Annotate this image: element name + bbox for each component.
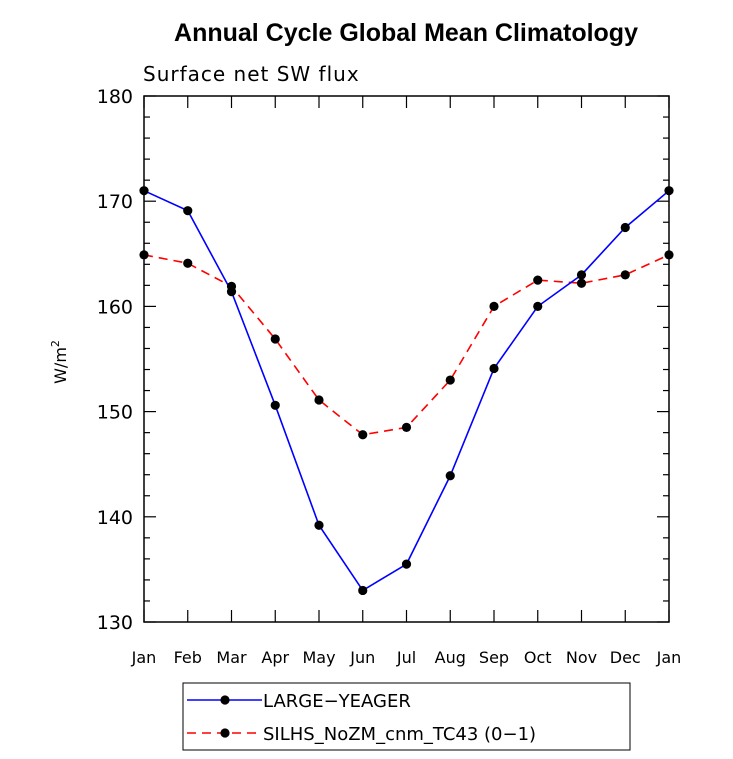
data-point-series-1 bbox=[139, 186, 149, 196]
x-tick-label: Mar bbox=[216, 648, 247, 667]
legend-marker-1 bbox=[220, 695, 230, 705]
x-tick-label: Jul bbox=[396, 648, 416, 667]
x-tick-label: Aug bbox=[435, 648, 466, 667]
y-tick-label: 160 bbox=[97, 296, 133, 318]
data-point-series-2 bbox=[620, 270, 630, 280]
data-point-series-2 bbox=[489, 301, 499, 311]
data-point-series-2 bbox=[445, 375, 455, 385]
x-tick-label: Dec bbox=[610, 648, 641, 667]
x-tick-label: Sep bbox=[479, 648, 509, 667]
x-tick-label: May bbox=[302, 648, 335, 667]
y-tick-label: 170 bbox=[97, 191, 133, 213]
data-point-series-2 bbox=[401, 422, 412, 432]
data-point-series-2 bbox=[576, 278, 587, 288]
series-layer bbox=[139, 186, 674, 596]
data-point-series-1 bbox=[620, 222, 630, 233]
data-point-series-2 bbox=[183, 258, 193, 268]
data-point-series-1 bbox=[489, 363, 499, 374]
chart-subtitle: Surface net SW flux bbox=[143, 62, 360, 86]
data-point-series-1 bbox=[533, 301, 543, 311]
data-point-series-1 bbox=[401, 559, 412, 569]
y-tick-label: 140 bbox=[97, 507, 133, 529]
y-axis-label: W/m2 bbox=[49, 340, 70, 384]
data-point-series-1 bbox=[226, 287, 237, 297]
y-axis: 130 140 150 160 170 180 bbox=[97, 86, 669, 634]
data-point-series-2 bbox=[358, 430, 368, 440]
x-tick-label: Nov bbox=[566, 648, 597, 667]
data-point-series-2 bbox=[664, 250, 674, 260]
x-axis: Jan Feb Mar Apr May Jun Jul Aug Sep Oct Nov Dec Jan bbox=[131, 96, 682, 667]
x-tick-label: Apr bbox=[261, 648, 289, 667]
y-tick-label: 180 bbox=[97, 86, 133, 108]
chart-title: Annual Cycle Global Mean Climatology bbox=[174, 19, 638, 47]
data-point-series-1 bbox=[358, 585, 368, 596]
plot-frame bbox=[143, 95, 670, 623]
x-tick-label: Oct bbox=[524, 648, 552, 667]
data-point-series-2 bbox=[533, 275, 543, 285]
legend-box bbox=[182, 682, 631, 751]
x-tick-label: Jan bbox=[656, 648, 682, 667]
x-tick-label: Feb bbox=[174, 648, 202, 667]
y-axis-label-superscript: 2 bbox=[49, 340, 62, 347]
data-point-series-2 bbox=[270, 334, 280, 344]
data-point-series-1 bbox=[445, 471, 455, 481]
series-line-2 bbox=[143, 254, 670, 436]
legend-label-1: LARGE−YEAGER bbox=[263, 691, 411, 712]
data-point-series-1 bbox=[270, 400, 280, 410]
legend-label-2: SILHS_NoZM_cnm_TC43 (0−1) bbox=[263, 724, 536, 745]
legend: LARGE−YEAGER SILHS_NoZM_cnm_TC43 (0−1) bbox=[187, 691, 536, 745]
data-point-series-1 bbox=[314, 520, 324, 530]
y-tick-label: 150 bbox=[97, 402, 133, 424]
legend-marker-2 bbox=[220, 728, 230, 738]
data-point-series-2 bbox=[314, 395, 324, 405]
data-point-series-2 bbox=[139, 250, 149, 260]
series-line-1 bbox=[143, 189, 670, 592]
x-tick-label: Jan bbox=[131, 648, 157, 667]
data-point-series-1 bbox=[183, 206, 193, 216]
data-point-series-1 bbox=[576, 270, 587, 280]
x-tick-label: Jun bbox=[349, 648, 375, 667]
data-point-series-1 bbox=[664, 186, 674, 196]
y-tick-label: 130 bbox=[97, 612, 133, 634]
y-axis-label-text: W/m bbox=[51, 347, 70, 384]
